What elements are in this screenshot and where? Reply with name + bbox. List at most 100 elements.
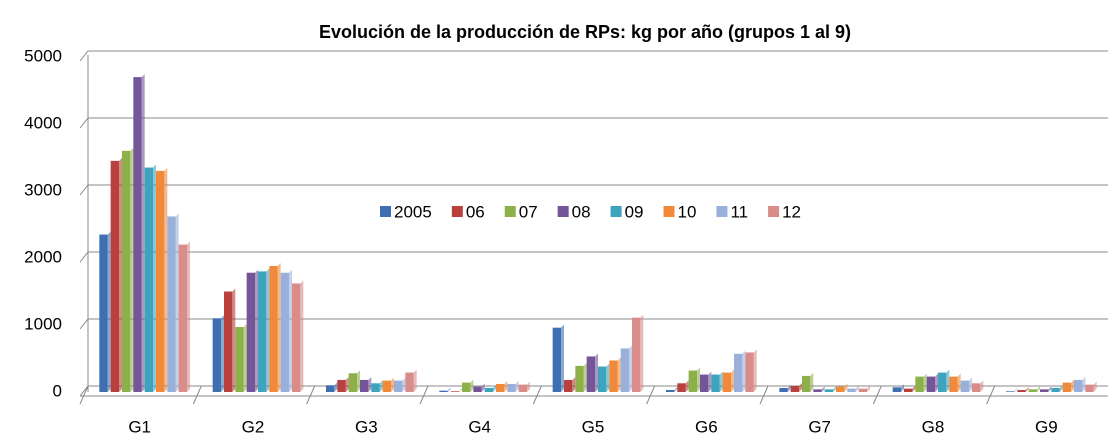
x-tick — [419, 385, 429, 405]
y-tick-label: 4000 — [24, 113, 62, 132]
x-tick — [986, 385, 996, 405]
bar — [1085, 384, 1094, 392]
x-tick — [759, 385, 769, 405]
bar — [110, 160, 119, 392]
bar — [462, 382, 471, 392]
bar — [858, 388, 867, 392]
bar-side — [867, 385, 870, 392]
bar — [235, 327, 244, 392]
grid-line — [79, 318, 1108, 330]
bar — [926, 376, 935, 392]
legend-swatch — [716, 206, 728, 217]
bar-side — [164, 167, 168, 392]
bar-side — [243, 324, 247, 392]
bar-side — [753, 349, 757, 392]
bar — [745, 352, 754, 392]
bar-side — [459, 388, 462, 392]
bar-side — [413, 369, 417, 392]
bar-side — [107, 231, 111, 392]
bar — [212, 318, 221, 392]
bar — [836, 386, 845, 392]
bar-side — [1082, 376, 1086, 392]
legend-swatch — [768, 206, 780, 217]
bar — [258, 271, 267, 392]
bar — [1028, 389, 1037, 392]
bar-side — [300, 280, 304, 392]
bar — [507, 383, 516, 392]
bar — [144, 167, 153, 392]
legend-label: 10 — [678, 202, 697, 221]
bar-side — [130, 147, 134, 392]
bar-side — [787, 384, 791, 392]
bar — [269, 266, 278, 392]
x-tick-label: G2 — [242, 417, 265, 436]
bar — [722, 372, 731, 392]
bar-side — [821, 386, 825, 392]
bar — [122, 150, 131, 392]
legend-label: 07 — [519, 202, 538, 221]
x-tick — [192, 385, 202, 405]
x-tick-label: G3 — [355, 417, 378, 436]
bar-side — [799, 382, 802, 392]
grid-line — [79, 50, 1108, 62]
bar — [405, 372, 414, 392]
bar — [439, 390, 448, 392]
bar — [360, 379, 369, 392]
bar — [167, 216, 176, 392]
bar-side — [255, 269, 258, 392]
bar — [564, 379, 573, 392]
bar — [224, 291, 233, 392]
bar — [802, 375, 811, 392]
bar — [609, 360, 618, 392]
bar-side — [946, 369, 950, 392]
bar — [972, 383, 981, 392]
bar — [292, 283, 301, 392]
bar-side — [141, 74, 145, 392]
bar — [847, 388, 856, 392]
bar — [337, 379, 346, 392]
bar-side — [957, 373, 961, 392]
bar — [371, 383, 380, 392]
legend-swatch — [557, 206, 569, 217]
x-tick — [532, 385, 542, 405]
bar-side — [402, 377, 406, 392]
grid-line — [79, 184, 1108, 196]
bar-side — [1037, 386, 1040, 392]
bar — [620, 348, 629, 392]
chart-title: Evolución de la producción de RPs: kg po… — [319, 22, 851, 42]
bar-side — [153, 164, 156, 392]
x-tick-label: G1 — [128, 417, 151, 436]
bar — [904, 388, 913, 392]
bar-side — [731, 369, 734, 392]
bar-side — [368, 376, 372, 392]
bar-side — [640, 314, 644, 392]
bar-side — [595, 353, 598, 392]
bar-side — [334, 382, 338, 392]
bar-side — [923, 373, 927, 392]
legend-label: 08 — [572, 202, 591, 221]
bar-side — [855, 385, 859, 392]
bar-side — [1014, 388, 1018, 392]
x-tick — [646, 385, 656, 405]
legend-label: 06 — [466, 202, 485, 221]
bar — [666, 389, 675, 392]
legend-swatch — [663, 206, 675, 217]
bar-side — [221, 315, 224, 392]
bar-side — [561, 324, 564, 392]
bar — [552, 327, 561, 392]
bar — [586, 356, 595, 392]
bar-side — [345, 376, 349, 392]
y-tick-label: 1000 — [24, 314, 62, 333]
bar-side — [617, 357, 621, 392]
bar — [892, 387, 901, 392]
bar — [1040, 389, 1049, 392]
bar — [99, 234, 108, 392]
bar — [1006, 391, 1015, 392]
bar — [960, 380, 969, 392]
bar — [677, 383, 686, 392]
bar — [1074, 379, 1083, 392]
bar-side — [527, 381, 530, 392]
x-tick-label: G4 — [468, 417, 491, 436]
legend-swatch — [504, 206, 516, 217]
bar-side — [1048, 386, 1052, 392]
